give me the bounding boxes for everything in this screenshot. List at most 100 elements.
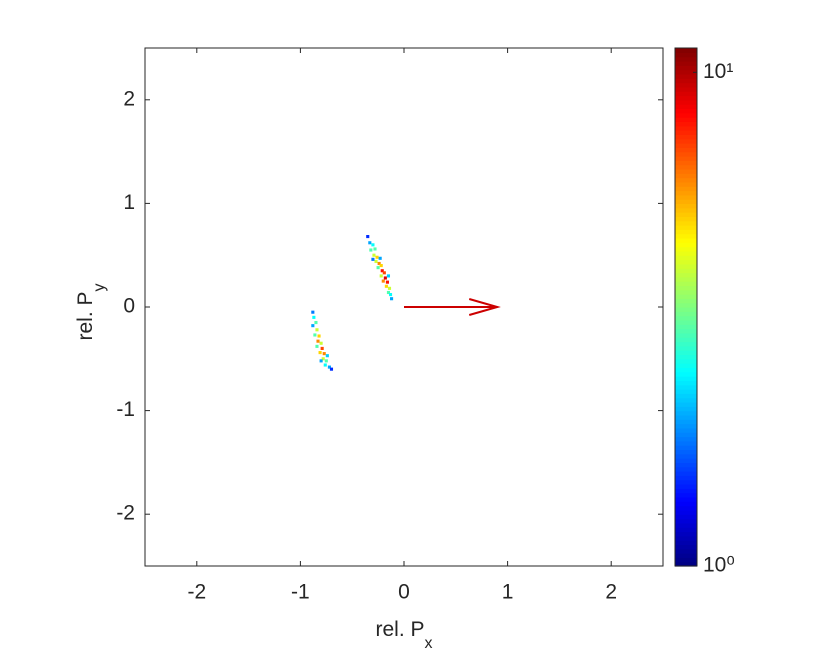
heatmap-cell bbox=[315, 328, 319, 332]
colorbar-segment bbox=[675, 527, 697, 533]
colorbar-segment bbox=[675, 285, 697, 291]
colorbar-frame bbox=[674, 47, 698, 567]
colorbar-segment bbox=[675, 78, 697, 84]
colorbar-segment bbox=[675, 281, 697, 287]
heatmap-cell bbox=[314, 320, 318, 325]
heatmap-cell bbox=[319, 359, 323, 363]
y-tick-label: 0 bbox=[123, 295, 135, 318]
x-tick-label: 2 bbox=[605, 581, 617, 604]
heatmap-cell bbox=[377, 261, 381, 266]
colorbar-segment bbox=[675, 60, 697, 66]
heatmap-cell bbox=[311, 310, 315, 314]
heatmap-cell bbox=[324, 359, 328, 363]
colorbar-segment bbox=[675, 401, 697, 407]
colorbar-segment bbox=[675, 65, 697, 71]
colorbar-segment bbox=[675, 250, 697, 256]
heatmap-cell bbox=[320, 346, 324, 350]
heatmap-cell bbox=[375, 255, 379, 259]
colorbar-segment bbox=[675, 410, 697, 416]
colorbar-segment bbox=[675, 138, 697, 144]
colorbar-segment bbox=[675, 371, 697, 377]
colorbar-segment bbox=[675, 233, 697, 239]
colorbar-segment bbox=[675, 177, 697, 183]
colorbar-segment bbox=[675, 104, 697, 110]
colorbar-segment bbox=[675, 73, 697, 79]
colorbar-segment bbox=[675, 108, 697, 114]
colorbar-segment bbox=[675, 389, 697, 394]
heatmap-cell bbox=[329, 367, 334, 371]
heatmap-cell bbox=[386, 274, 391, 278]
y-axis-label: rel. Py bbox=[74, 283, 109, 340]
colorbar-segment bbox=[675, 384, 697, 390]
colorbar-segment bbox=[675, 229, 697, 235]
heatmap-cell bbox=[322, 352, 326, 356]
colorbar-segment bbox=[675, 294, 697, 299]
colorbar-segment bbox=[675, 432, 697, 438]
colorbar-segment bbox=[675, 263, 697, 269]
y-tick-label: -1 bbox=[116, 398, 135, 421]
colorbar-segment bbox=[675, 307, 697, 312]
colorbar-segment bbox=[675, 311, 697, 317]
heatmap-cell bbox=[373, 247, 377, 251]
colorbar-segment bbox=[675, 423, 697, 429]
heatmap-cell bbox=[390, 297, 394, 301]
heatmap-cell bbox=[319, 341, 323, 345]
heatmap-cell bbox=[366, 234, 370, 239]
colorbar-segment bbox=[675, 164, 697, 170]
colorbar-segment bbox=[675, 224, 697, 230]
y-axis-label-sub: y bbox=[91, 283, 108, 291]
colorbar-segment bbox=[675, 337, 697, 343]
colorbar-segment bbox=[675, 268, 697, 274]
colorbar-segment bbox=[675, 367, 697, 373]
colorbar-segment bbox=[675, 216, 697, 222]
y-tick-label: -2 bbox=[116, 502, 135, 525]
colorbar-segment bbox=[675, 302, 697, 308]
colorbar-segment bbox=[675, 237, 697, 243]
colorbar-segment bbox=[675, 86, 697, 92]
colorbar-segment bbox=[675, 535, 697, 541]
colorbar-segment bbox=[675, 121, 697, 127]
colorbar-segment bbox=[675, 125, 697, 131]
colorbar-segment bbox=[675, 406, 697, 412]
colorbar-segment bbox=[675, 363, 697, 369]
colorbar-segment bbox=[675, 212, 697, 217]
colorbar-segment bbox=[675, 324, 697, 330]
colorbar-segment bbox=[675, 488, 697, 494]
heatmap-cell bbox=[371, 243, 375, 247]
heatmap-cell bbox=[323, 363, 327, 367]
colorbar-segment bbox=[675, 194, 697, 200]
colorbar-segment bbox=[675, 134, 697, 140]
heatmap-cell bbox=[386, 290, 391, 295]
heatmap-cell bbox=[312, 315, 316, 319]
heatmap-cell bbox=[382, 271, 386, 275]
heatmap-cell bbox=[318, 351, 322, 355]
colorbar-segment bbox=[675, 440, 697, 446]
colorbar-segment bbox=[675, 453, 697, 459]
colorbar-segment bbox=[675, 48, 697, 53]
heatmap-cell bbox=[369, 248, 373, 252]
colorbar-segment bbox=[675, 462, 697, 468]
x-axis-label-sub: x bbox=[425, 635, 433, 652]
colorbar-segment bbox=[675, 151, 697, 157]
x-tick-label: -1 bbox=[291, 581, 310, 604]
colorbar-segment bbox=[675, 155, 697, 161]
x-tick-label: 0 bbox=[398, 581, 410, 604]
heatmap-cell bbox=[388, 293, 393, 297]
colorbar-segment bbox=[675, 181, 697, 187]
colorbar-segment bbox=[675, 82, 697, 88]
colorbar-segment bbox=[675, 52, 697, 58]
colorbar-segment bbox=[675, 427, 697, 433]
colorbar-segment bbox=[675, 531, 697, 537]
colorbar-segment bbox=[675, 449, 697, 455]
heatmap-cell bbox=[311, 324, 315, 328]
x-axis-label-text: rel. P bbox=[375, 618, 424, 641]
colorbar-segment bbox=[675, 557, 697, 563]
colorbar-segment bbox=[675, 91, 697, 97]
y-axis-label-text: rel. P bbox=[74, 291, 97, 340]
colorbar-segment bbox=[675, 544, 697, 550]
heatmap-cell bbox=[325, 354, 329, 358]
colorbar-segment bbox=[675, 298, 697, 304]
arrow-head bbox=[468, 298, 501, 316]
colorbar-segment bbox=[675, 553, 697, 558]
colorbar-segment bbox=[675, 99, 697, 105]
